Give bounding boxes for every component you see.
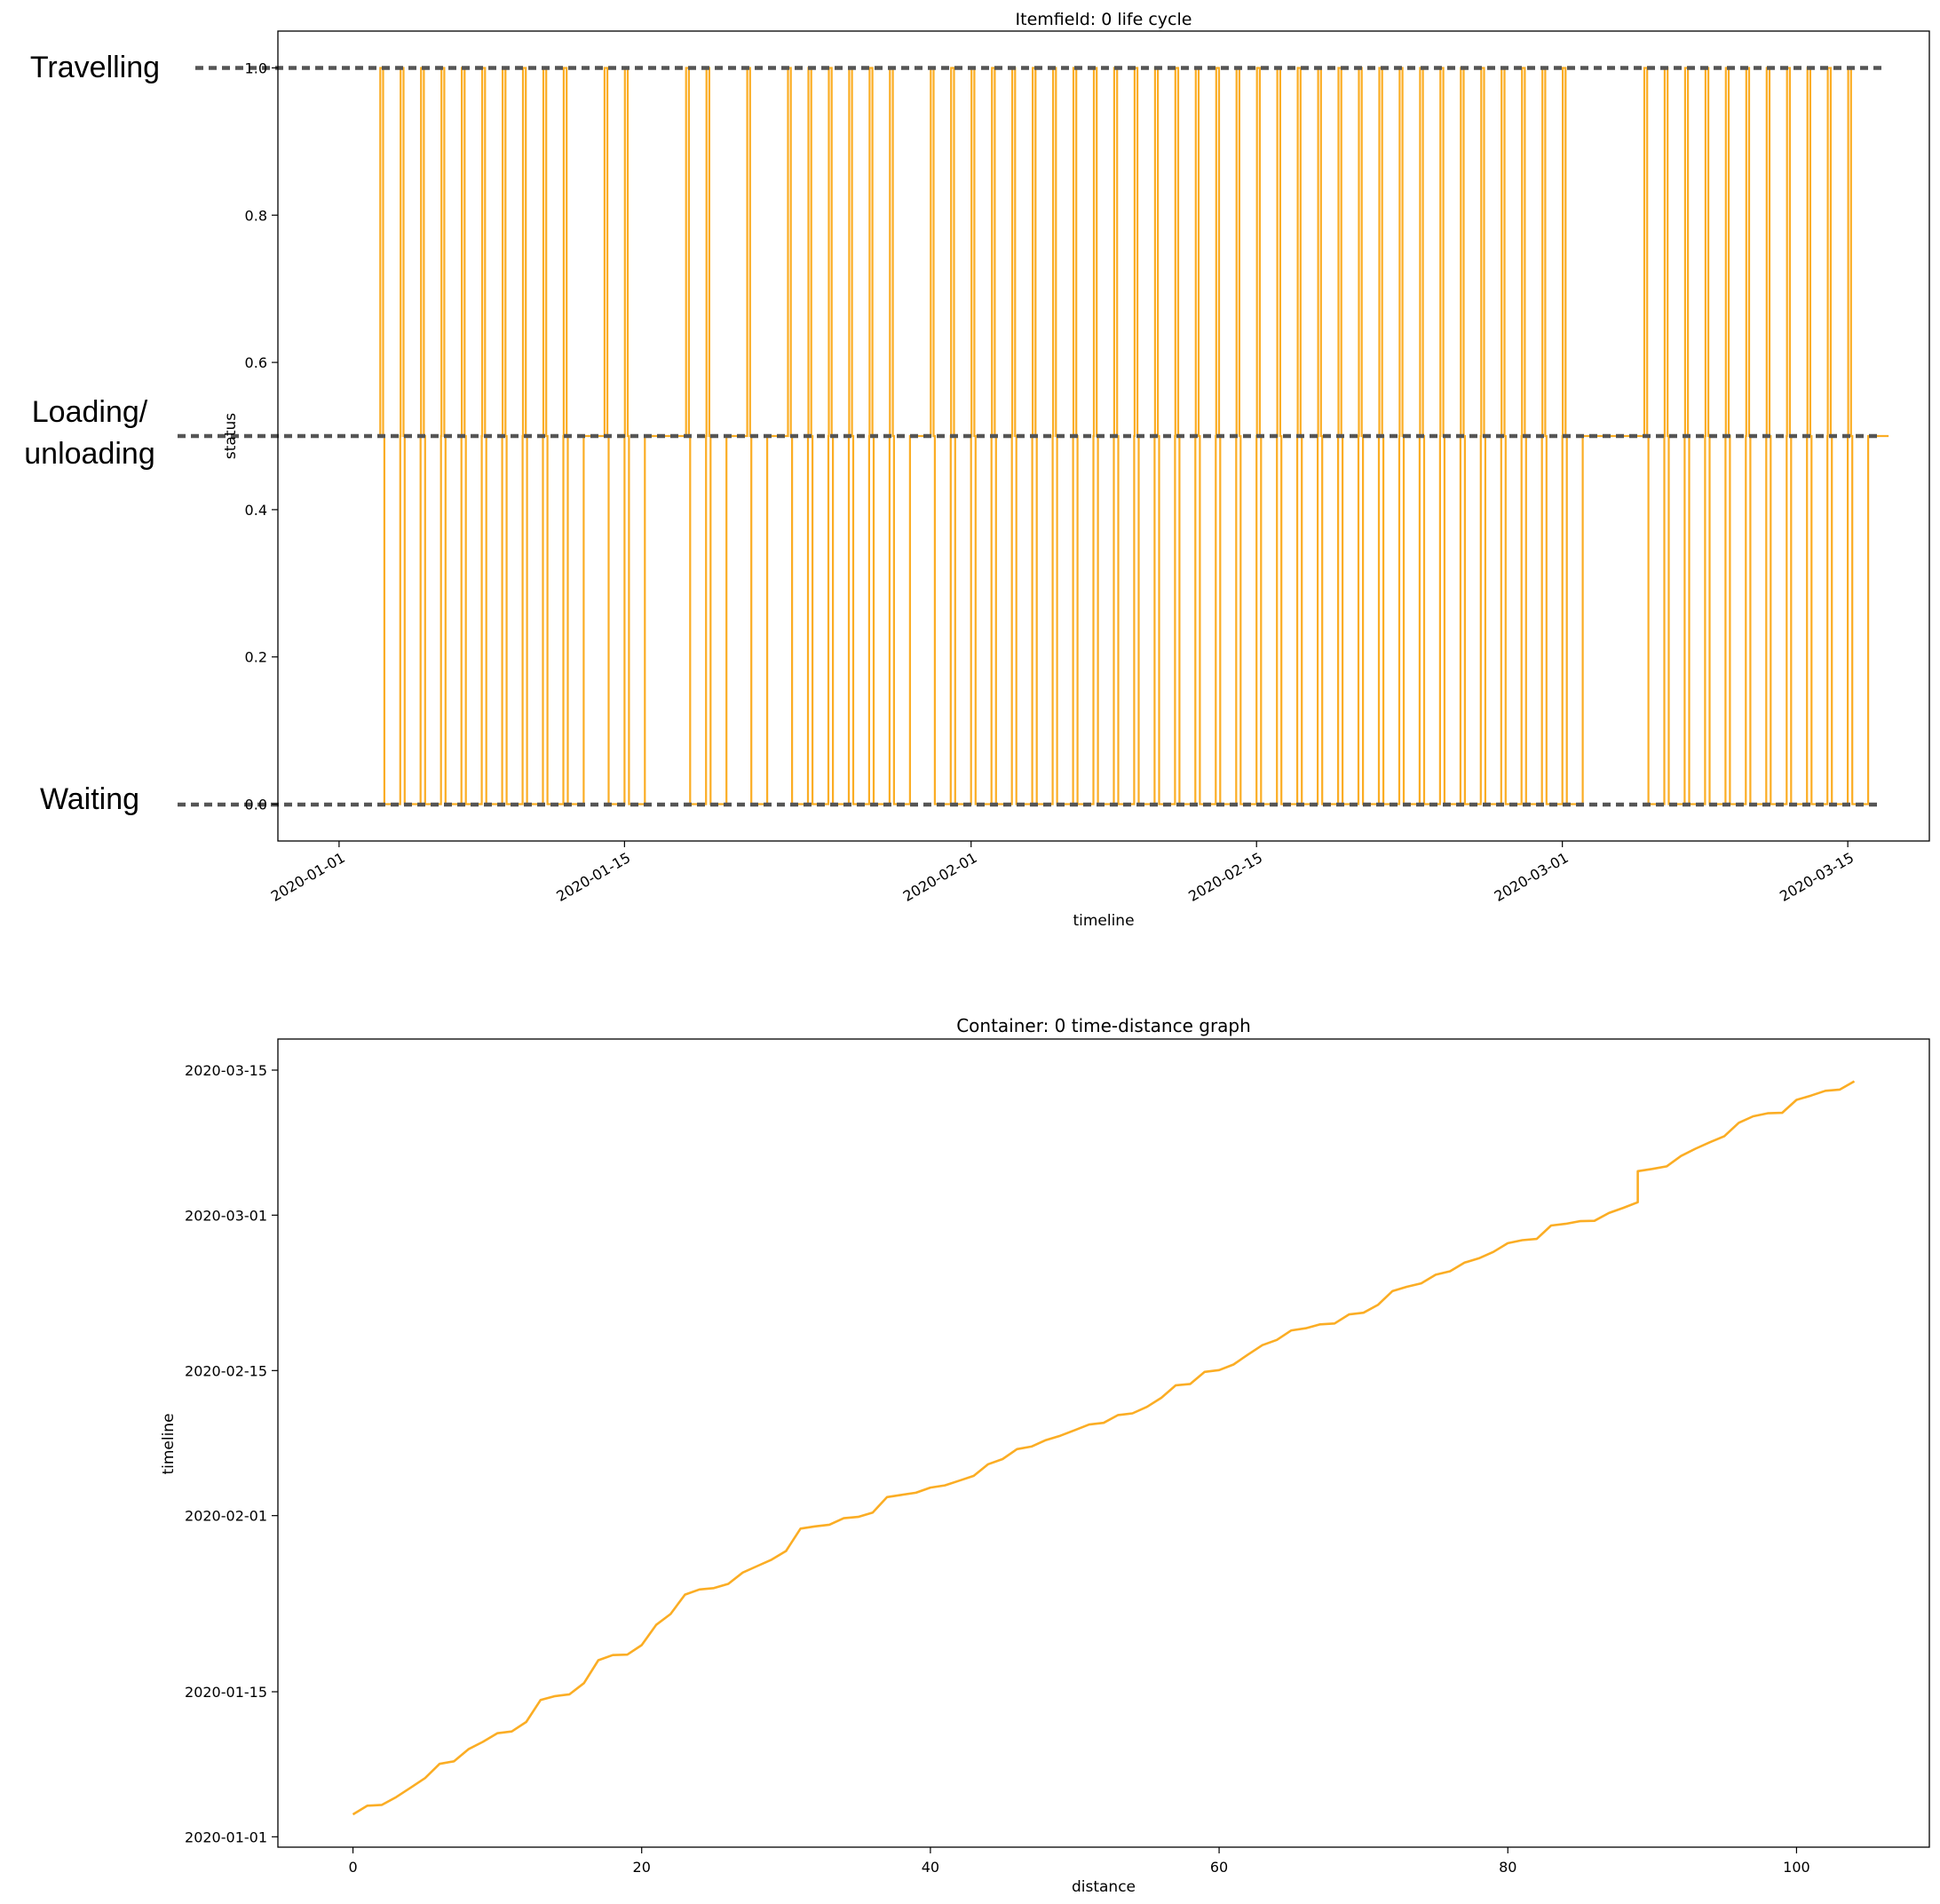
time-distance-chart-title: Container: 0 time-distance graph	[956, 1015, 1251, 1036]
time-distance-x-ticks: 0 20 40 60 80 100	[348, 1847, 1810, 1876]
loading-callout-line1: Loading/	[32, 395, 148, 429]
waiting-callout: Waiting	[40, 782, 139, 816]
lifecycle-x-tick-label-1: 2020-01-15	[553, 849, 633, 905]
time-distance-x-tick-label-0: 0	[348, 1859, 357, 1876]
time-distance-x-tick-label-3: 60	[1210, 1859, 1228, 1876]
lifecycle-x-tick-label-5: 2020-03-15	[1777, 849, 1857, 905]
time-distance-line	[352, 1080, 1856, 1816]
lifecycle-x-tick-label-4: 2020-03-01	[1492, 849, 1572, 905]
time-distance-y-tick-label-3: 2020-02-15	[185, 1362, 267, 1379]
lifecycle-x-tick-label-0: 2020-01-01	[268, 849, 348, 905]
travelling-callout: Travelling	[30, 51, 160, 84]
time-distance-x-tick-label-2: 40	[922, 1859, 939, 1876]
lifecycle-y-axis-label: status	[222, 413, 240, 459]
time-distance-plot-frame	[277, 1038, 1930, 1848]
time-distance-x-tick-label-4: 80	[1499, 1859, 1516, 1876]
time-distance-y-ticks: 2020-01-01 2020-01-15 2020-02-01 2020-02-15…	[185, 1062, 278, 1845]
status-callouts: Travelling Loading/ unloading Waiting	[24, 51, 160, 816]
time-distance-series	[352, 1080, 1856, 1816]
lifecycle-x-ticks: 2020-01-01 2020-01-15 2020-02-01 2020-02-15…	[268, 841, 1857, 905]
lifecycle-y-tick-label-5: 1.0	[245, 60, 267, 76]
time-distance-x-tick-label-5: 100	[1783, 1859, 1810, 1876]
lifecycle-y-tick-label-4: 0.8	[245, 207, 267, 224]
time-distance-x-tick-label-1: 20	[633, 1859, 651, 1876]
time-distance-y-tick-label-5: 2020-03-15	[185, 1062, 267, 1079]
time-distance-chart: Container: 0 time-distance graph 2020-01…	[160, 1015, 1930, 1896]
lifecycle-y-ticks: 0.0 0.2 0.4 0.6 0.8 1.0	[245, 60, 278, 813]
lifecycle-y-tick-label-1: 0.2	[245, 649, 267, 666]
time-distance-y-tick-label-1: 2020-01-15	[185, 1684, 267, 1701]
lifecycle-y-tick-label-2: 0.4	[245, 502, 267, 519]
status-reference-lines	[178, 66, 1882, 807]
loading-callout-line2: unloading	[24, 437, 154, 471]
time-distance-y-tick-label-0: 2020-01-01	[185, 1829, 267, 1845]
time-distance-y-tick-label-4: 2020-03-01	[185, 1207, 267, 1224]
lifecycle-chart-title: Itemfield: 0 life cycle	[1016, 10, 1192, 29]
time-distance-y-tick-label-2: 2020-02-01	[185, 1508, 267, 1525]
lifecycle-chart: Itemfield: 0 life cycle 0.0 0.2 0.4 0.6 0.8 1…	[178, 10, 1930, 930]
lifecycle-x-axis-label: timeline	[1073, 912, 1134, 930]
lifecycle-x-tick-label-3: 2020-02-15	[1185, 849, 1265, 905]
time-distance-x-axis-label: distance	[1072, 1878, 1136, 1896]
lifecycle-plot-frame	[277, 30, 1930, 842]
lifecycle-x-tick-label-2: 2020-02-01	[900, 849, 980, 905]
time-distance-y-axis-label: timeline	[160, 1413, 178, 1474]
lifecycle-y-tick-label-3: 0.6	[245, 354, 267, 371]
lifecycle-y-tick-label-0: 0.0	[245, 797, 267, 813]
